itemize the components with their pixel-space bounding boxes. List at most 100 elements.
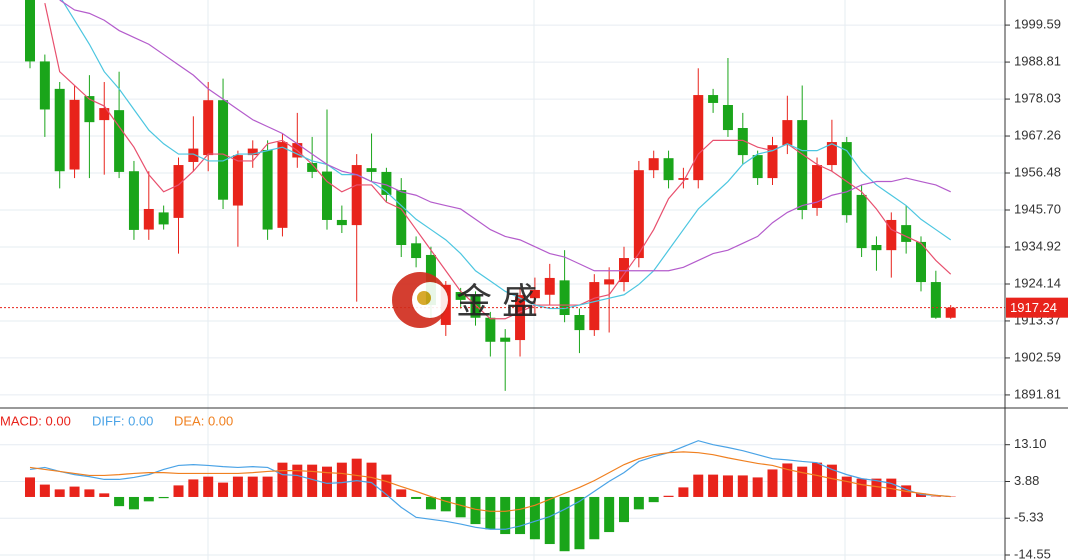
y-tick-label: 1924.14 bbox=[1014, 275, 1061, 290]
macd-bar bbox=[39, 484, 50, 497]
candle-body bbox=[663, 158, 674, 181]
macd-bar bbox=[529, 496, 540, 540]
candle-body bbox=[500, 337, 511, 342]
candle-body bbox=[143, 208, 154, 230]
macd-bar bbox=[515, 496, 526, 535]
macd-bar bbox=[322, 466, 332, 497]
legend-entry: MACD: 0.00 bbox=[0, 413, 71, 428]
candle-body bbox=[381, 171, 392, 195]
macd-bar bbox=[262, 476, 273, 497]
candle-body bbox=[901, 225, 912, 242]
candle-body bbox=[515, 295, 526, 341]
macd-bar bbox=[455, 496, 466, 518]
macd-bar bbox=[218, 482, 229, 497]
candle-body bbox=[232, 155, 243, 206]
candle-body bbox=[470, 295, 481, 318]
macd-bar bbox=[871, 478, 882, 497]
macd-bar bbox=[232, 476, 243, 497]
macd-bar bbox=[425, 496, 436, 510]
macd-bar bbox=[841, 476, 852, 497]
macd-bar bbox=[663, 495, 674, 497]
candle-body bbox=[708, 95, 719, 103]
macd-bar bbox=[336, 462, 347, 497]
candle-body bbox=[856, 194, 867, 249]
candle-body bbox=[812, 165, 823, 208]
candle-body bbox=[455, 292, 466, 300]
y-tick-label: 1945.70 bbox=[1014, 201, 1061, 216]
macd-bar bbox=[277, 462, 288, 497]
candle-body bbox=[485, 317, 496, 342]
macd-bar bbox=[559, 496, 570, 552]
macd-bar bbox=[886, 478, 897, 497]
macd-bar bbox=[158, 496, 169, 499]
candle-body bbox=[767, 145, 778, 179]
candle-body bbox=[916, 241, 926, 283]
candle-body bbox=[722, 105, 733, 131]
candle-body bbox=[826, 142, 837, 166]
candle-body bbox=[336, 219, 347, 226]
candle-body bbox=[604, 279, 615, 285]
macd-bar bbox=[782, 463, 793, 497]
candle-body bbox=[366, 168, 377, 172]
y-tick-label: 1978.03 bbox=[1014, 91, 1061, 106]
macd-bar bbox=[693, 474, 704, 497]
candle-body bbox=[262, 149, 273, 230]
macd-bar bbox=[69, 486, 80, 497]
macd-bar bbox=[411, 496, 422, 499]
macd-bar bbox=[708, 474, 719, 497]
y-tick-label: 1902.59 bbox=[1014, 349, 1061, 364]
indicator-line bbox=[44, 2, 952, 320]
candle-body bbox=[128, 171, 139, 230]
macd-bar bbox=[173, 485, 184, 497]
candle-body bbox=[411, 243, 422, 259]
candle-body bbox=[114, 110, 125, 172]
indicator-line bbox=[29, 451, 951, 512]
macd-bar bbox=[767, 469, 778, 497]
macd-bar bbox=[633, 496, 644, 510]
y-tick-label: -14.55 bbox=[1014, 546, 1051, 560]
candle-body bbox=[307, 162, 318, 172]
macd-bar bbox=[470, 496, 481, 525]
y-tick-label: 3.88 bbox=[1014, 473, 1039, 488]
macd-bar bbox=[25, 477, 35, 497]
macd-bar bbox=[99, 493, 110, 497]
watermark-text: 金 盛 bbox=[456, 281, 538, 322]
y-tick-label: -5.33 bbox=[1014, 510, 1044, 525]
candle-body bbox=[841, 142, 852, 216]
macd-bar bbox=[797, 466, 808, 497]
macd-bar bbox=[752, 477, 763, 497]
candle-body bbox=[871, 245, 882, 251]
candle-body bbox=[930, 282, 941, 318]
macd-bar bbox=[396, 489, 407, 497]
plot-layer bbox=[0, 0, 1005, 556]
overlay-layer: 1999.59 1988.81 1978.03 1967.26 1956.48 1945.… bbox=[0, 17, 1068, 560]
candle-body bbox=[529, 289, 540, 299]
candle-body bbox=[351, 165, 362, 226]
candle-body bbox=[782, 120, 793, 146]
candle-body bbox=[559, 280, 570, 316]
indicator-line bbox=[29, 440, 951, 530]
watermark: 金 盛 bbox=[392, 272, 538, 328]
y-tick-label: 1934.92 bbox=[1014, 238, 1061, 253]
macd-bar bbox=[544, 496, 555, 545]
candle-body bbox=[678, 178, 689, 180]
candle-body bbox=[84, 96, 95, 123]
y-tick-label: 1956.48 bbox=[1014, 164, 1061, 179]
panel bbox=[25, 440, 956, 552]
macd-bar bbox=[128, 496, 139, 510]
candle-body bbox=[633, 170, 644, 259]
legend-entry: DEA: 0.00 bbox=[174, 413, 233, 428]
macd-bar bbox=[203, 476, 214, 497]
candle-body bbox=[589, 282, 600, 331]
macd-bar bbox=[114, 496, 125, 507]
candle-body bbox=[574, 315, 585, 331]
macd-bar bbox=[54, 489, 65, 497]
macd-bar bbox=[678, 487, 689, 497]
candle-body bbox=[203, 100, 214, 156]
macd-bar bbox=[485, 496, 496, 530]
candle-body bbox=[173, 165, 184, 218]
candle-body bbox=[69, 99, 80, 170]
candle-body bbox=[99, 108, 110, 121]
macd-bar bbox=[604, 496, 615, 533]
